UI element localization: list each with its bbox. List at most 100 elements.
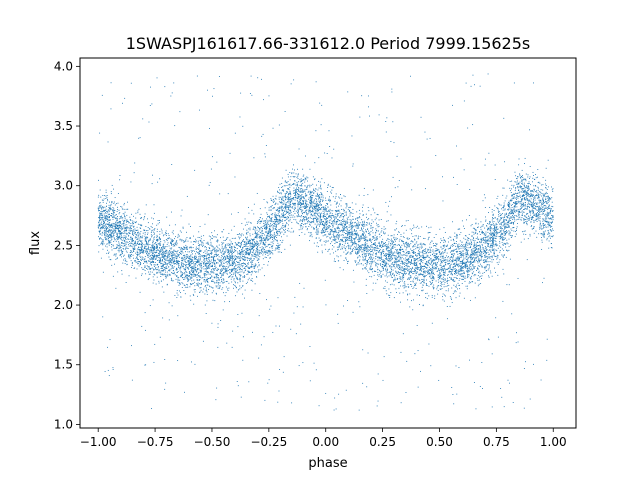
data-point <box>303 217 305 218</box>
data-point <box>170 260 172 262</box>
data-point <box>521 183 523 185</box>
data-point <box>253 249 255 251</box>
data-point <box>459 265 461 267</box>
data-point <box>441 248 443 250</box>
data-point <box>372 282 374 284</box>
data-point <box>250 279 252 281</box>
data-point <box>336 228 338 230</box>
data-point <box>185 244 187 246</box>
data-point <box>326 191 328 192</box>
data-point <box>273 225 275 227</box>
data-point <box>228 276 230 278</box>
data-point <box>135 261 137 263</box>
data-point <box>238 257 240 259</box>
data-point <box>422 262 424 264</box>
data-point <box>329 199 331 201</box>
data-point <box>204 304 206 306</box>
data-point <box>493 248 495 250</box>
data-point <box>529 196 531 198</box>
data-point <box>494 231 495 232</box>
data-point <box>402 261 404 263</box>
data-point <box>372 249 374 251</box>
data-point <box>178 290 180 292</box>
data-point <box>249 227 251 229</box>
data-point <box>224 259 226 261</box>
data-point <box>177 281 179 283</box>
data-point <box>480 250 481 251</box>
data-point <box>151 235 153 237</box>
data-point <box>539 224 541 226</box>
data-point <box>127 238 129 240</box>
data-point <box>329 222 331 224</box>
data-point <box>530 221 532 223</box>
data-point <box>234 273 236 275</box>
data-point <box>447 274 448 276</box>
data-point <box>325 228 327 230</box>
data-point <box>421 251 423 253</box>
data-point <box>512 216 514 218</box>
data-point <box>511 207 513 208</box>
data-point <box>267 216 269 217</box>
data-point <box>102 216 104 218</box>
data-point <box>531 190 533 192</box>
data-point <box>276 218 277 220</box>
data-point <box>440 269 442 271</box>
data-point <box>274 220 276 222</box>
data-point <box>169 252 171 254</box>
data-point <box>116 233 118 235</box>
data-point <box>425 297 427 299</box>
data-point <box>327 250 329 252</box>
data-point <box>338 231 340 233</box>
data-point <box>537 212 538 213</box>
data-point <box>211 271 213 273</box>
data-point <box>330 233 332 235</box>
data-point <box>125 259 127 261</box>
data-point <box>379 245 381 247</box>
data-point <box>293 197 295 198</box>
data-point <box>455 277 457 278</box>
data-point <box>151 259 153 260</box>
data-point <box>275 244 277 246</box>
data-point <box>382 264 384 266</box>
data-point <box>200 240 202 242</box>
data-point <box>495 237 497 239</box>
data-point <box>117 236 119 238</box>
data-point <box>99 225 101 227</box>
data-point <box>103 232 105 234</box>
data-point <box>302 213 304 215</box>
data-point <box>300 207 302 209</box>
data-point <box>380 246 382 248</box>
data-point <box>303 218 305 220</box>
data-point <box>373 260 375 262</box>
data-point <box>301 214 302 216</box>
data-point <box>175 236 176 238</box>
data-point <box>247 267 249 269</box>
data-point <box>247 266 249 268</box>
data-point <box>200 264 202 266</box>
data-point <box>182 226 184 228</box>
data-point <box>251 246 253 248</box>
data-point <box>277 213 279 215</box>
data-point <box>443 246 445 248</box>
data-point <box>160 263 162 265</box>
data-point <box>485 259 487 261</box>
data-point <box>141 267 143 269</box>
data-point <box>463 246 465 248</box>
data-point <box>298 195 300 197</box>
data-point <box>257 251 259 253</box>
data-point <box>220 259 222 261</box>
data-point <box>197 268 199 270</box>
data-point <box>290 216 292 218</box>
data-point <box>300 191 302 193</box>
data-point <box>152 243 154 245</box>
data-point <box>510 199 511 201</box>
data-point <box>270 250 272 252</box>
data-point <box>134 229 136 231</box>
data-point <box>469 247 471 249</box>
data-point <box>300 209 302 211</box>
data-point <box>454 259 456 261</box>
data-point <box>201 244 203 246</box>
data-point <box>297 203 299 205</box>
data-point <box>230 264 232 266</box>
data-point <box>243 244 245 245</box>
